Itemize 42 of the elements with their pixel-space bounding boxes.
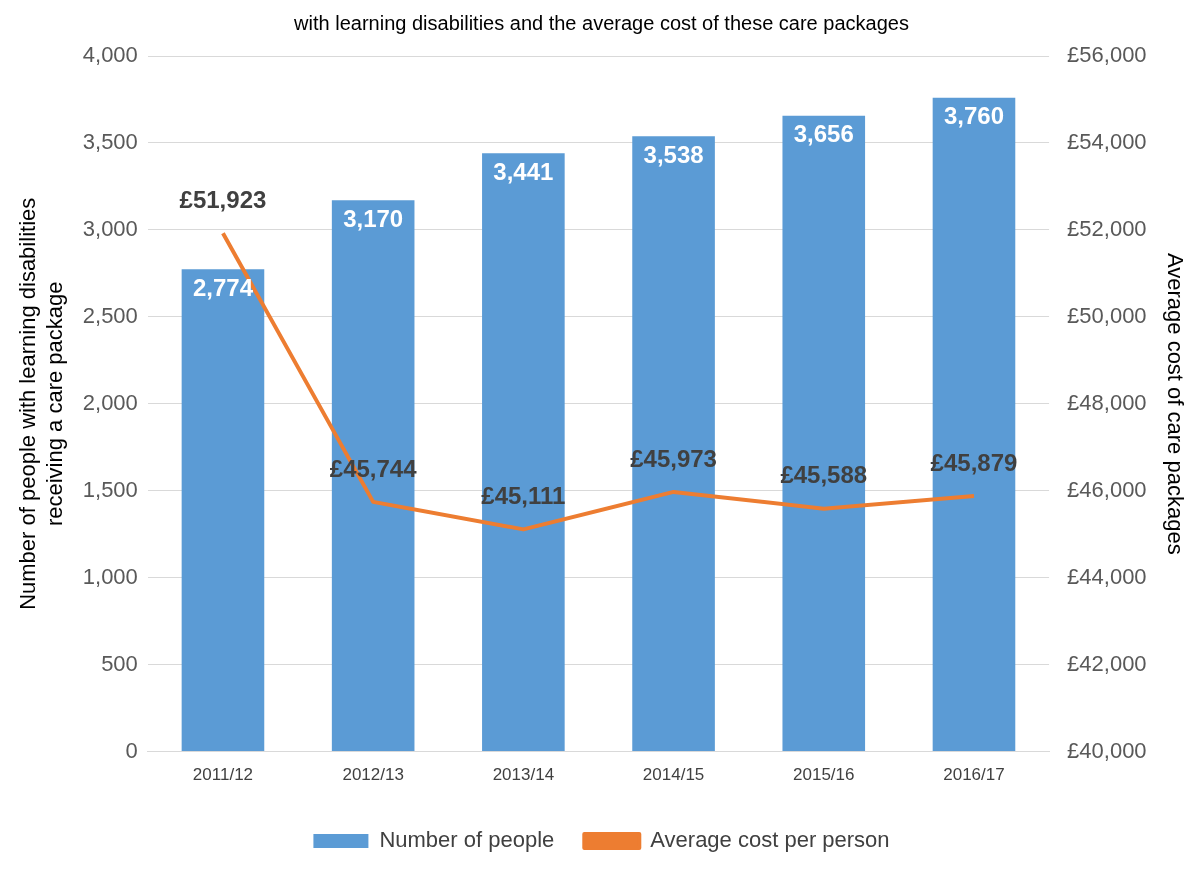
y-axis-title: Number of people with learning disabilities receiving a care package [15,197,67,610]
y-tick-label: 500 [101,650,138,676]
y2-tick-label: £54,000 [1067,129,1147,155]
x-tick-label: 2014/15 [642,765,705,785]
y-tick-label: 3,500 [82,129,138,155]
data-label: 3,170 [343,204,404,232]
bar [632,136,715,752]
bar [932,97,1016,752]
y-tick-label: 0 [125,737,138,763]
y-tick-label: 1,000 [82,563,138,589]
bar [782,115,866,752]
y2-tick-label: £50,000 [1067,302,1147,328]
data-label: 3,760 [943,102,1005,130]
chart-title: with learning disabilities and the average cost of these care packages [293,11,909,34]
y-tick-label: 2,500 [82,302,138,328]
y2-tick-label: £44,000 [1067,563,1147,589]
y-tick-label: 3,000 [82,215,138,241]
y2-tick-label: £56,000 [1067,42,1147,68]
x-tick-label: 2011/12 [192,765,254,785]
data-label: 2,774 [192,273,254,301]
y2-tick-label: £42,000 [1067,650,1147,676]
y-tick-label: 2,000 [82,389,138,415]
bar [482,153,565,752]
bar [181,269,265,752]
y-tick-label: 1,500 [82,476,138,502]
x-tick-label: 2016/17 [943,765,1005,785]
y2-tick-label: £40,000 [1067,737,1147,763]
legend-label: Number of people [379,827,555,853]
x-tick-label: 2015/16 [793,765,855,785]
y-tick-label: 4,000 [82,42,138,68]
data-label: 3,538 [643,140,704,168]
x-tick-label: 2012/13 [342,765,404,785]
data-label: £51,923 [179,185,267,213]
data-label: 3,656 [793,120,854,148]
y2-tick-label: £46,000 [1067,476,1147,502]
y2-tick-label: £52,000 [1067,215,1147,241]
y2-tick-label: £48,000 [1067,389,1147,415]
data-label: 3,441 [493,157,554,185]
bar [331,200,415,752]
legend-label: Average cost per person [650,827,890,853]
x-tick-label: 2013/14 [492,765,555,785]
y2-axis-title: Average cost of care packages [1162,252,1188,555]
